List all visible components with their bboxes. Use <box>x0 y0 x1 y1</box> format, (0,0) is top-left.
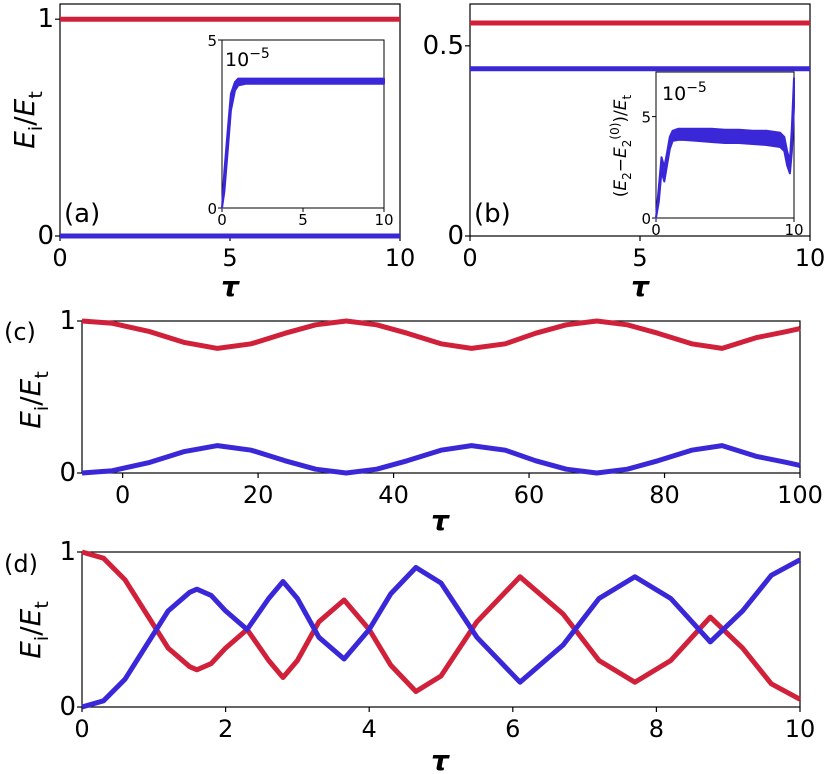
series-line-blue <box>81 443 801 476</box>
y-tick-label: 0 <box>447 221 464 251</box>
panel-a-inset-frame <box>221 39 385 209</box>
panel-c-xlabel: τ <box>431 504 450 537</box>
x-tick-label: 5 <box>632 244 647 272</box>
inset-x-tick-label: 0 <box>217 211 227 229</box>
panel-d-xlabel: τ <box>431 744 450 774</box>
panel-c-frame <box>81 320 801 474</box>
y-tick-label: 1 <box>59 537 76 567</box>
panel-c-ylabel: Ei/Et <box>14 371 53 429</box>
x-tick-label: 5 <box>222 244 237 272</box>
y-tick-label: 0 <box>37 221 54 251</box>
panel-b-inset-plot: 0 10 0 5 <box>641 77 804 239</box>
x-tick-label: 0 <box>52 244 67 272</box>
y-tick-label: 0 <box>59 692 76 722</box>
panel-a-ylabel: Ei/Et <box>8 91 47 149</box>
series-line-red <box>81 549 802 702</box>
x-tick-label: 100 <box>777 481 823 509</box>
panel-b-lines <box>470 20 810 72</box>
x-tick-label: 10 <box>795 244 826 272</box>
panel-c: 0 20 40 60 80 100 0 1 (c) τ Ei/Et <box>4 306 823 537</box>
inset-x-tick-label: 5 <box>298 211 308 229</box>
x-tick-label: 80 <box>649 481 680 509</box>
x-tick-label: 10 <box>385 244 416 272</box>
y-tick-label: 1 <box>37 4 54 34</box>
x-tick-label: 6 <box>505 715 520 743</box>
panel-b-xlabel: τ <box>631 270 650 303</box>
panel-a: 0 5 10 0 1 (a) τ Ei/Et 0 5 10 0 5 10−5 <box>8 3 415 303</box>
inset-x-tick-label: 10 <box>374 211 393 229</box>
panel-a-inset-plot: 0 5 10 0 5 <box>207 32 393 229</box>
panel-d-ylabel: Ei/Et <box>14 601 53 659</box>
inset-y-tick-label: 5 <box>207 32 217 50</box>
panel-c-label: (c) <box>4 318 36 346</box>
series-line-red <box>81 318 801 351</box>
inset-x-tick-label: 10 <box>784 221 803 239</box>
panel-d-lines <box>81 549 802 710</box>
panel-b-label: (b) <box>474 199 511 229</box>
inset-x-tick-label: 0 <box>651 221 661 239</box>
inset-y-tick-label: 0 <box>207 200 217 218</box>
y-tick-label: 0 <box>59 458 76 488</box>
panel-c-lines <box>81 318 801 476</box>
panel-d-label: (d) <box>4 550 38 578</box>
x-tick-label: 20 <box>243 481 274 509</box>
panel-d-frame <box>81 551 801 708</box>
panel-a-ticks: 0 5 10 0 1 <box>37 4 415 272</box>
x-tick-label: 0 <box>462 244 477 272</box>
x-tick-label: 2 <box>218 715 233 743</box>
panel-a-lines <box>60 16 400 239</box>
y-tick-label: 0.5 <box>423 31 464 61</box>
panel-a-inset: 0 5 10 0 5 10−5 <box>207 32 393 229</box>
panel-a-inset-scale: 10−5 <box>225 46 270 71</box>
x-tick-label: 8 <box>649 715 664 743</box>
panel-a-xlabel: τ <box>221 270 240 303</box>
inset-band <box>221 77 385 209</box>
x-tick-label: 4 <box>362 715 377 743</box>
x-tick-label: 0 <box>74 715 89 743</box>
x-tick-label: 40 <box>378 481 409 509</box>
y-tick-label: 1 <box>59 306 76 336</box>
panel-d-ticks: 0 2 4 6 8 10 0 1 <box>59 537 815 743</box>
x-tick-label: 0 <box>115 481 130 509</box>
inset-band <box>655 77 795 219</box>
series-line-blue <box>81 557 802 710</box>
panel-b-inset-ylabel: (E2−E2(0))/Et <box>608 94 634 197</box>
inset-y-tick-label: 0 <box>641 210 651 228</box>
x-tick-label: 60 <box>514 481 545 509</box>
panel-a-label: (a) <box>64 199 100 229</box>
panel-d: 0 2 4 6 8 10 0 1 (d) τ Ei/Et <box>4 537 815 774</box>
panel-c-ticks: 0 20 40 60 80 100 0 1 <box>59 306 822 509</box>
inset-y-tick-label: 5 <box>641 109 651 127</box>
x-tick-label: 10 <box>785 715 816 743</box>
